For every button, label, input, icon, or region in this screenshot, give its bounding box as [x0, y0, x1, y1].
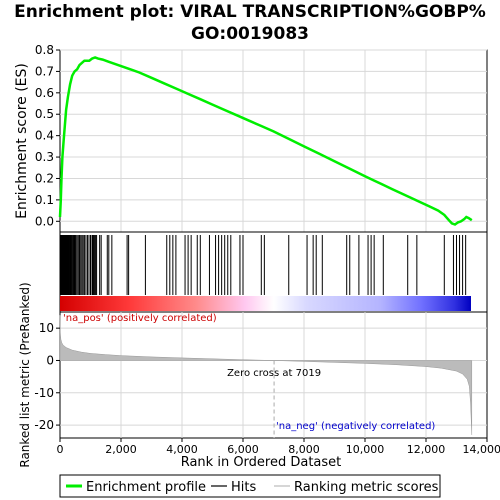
ranked-metric-panel: 10 0 -10 -20 Zero cross at 7019 'na_pos' (p… — [18, 282, 500, 470]
es-y-tick-label: 0.8 — [35, 43, 54, 57]
es-y-tick-label: 0.2 — [35, 171, 54, 185]
es-y-tick-label: 0.7 — [35, 64, 54, 78]
es-y-tick-label: 0.3 — [35, 150, 54, 164]
legend: Enrichment profile Hits Ranking metric sco… — [59, 474, 441, 498]
legend-frame — [59, 474, 441, 498]
es-panel-frame — [59, 49, 488, 233]
x-tick-label: 0 — [57, 443, 64, 456]
hit-lines — [59, 235, 467, 295]
es-y-tick-label: 0.6 — [35, 86, 54, 100]
metric-panel-frame — [59, 311, 488, 439]
es-y-tick-label: 0.0 — [35, 214, 54, 228]
x-tick-label: 4,000 — [166, 443, 198, 456]
x-tick-label: 12,000 — [407, 443, 446, 456]
chart-title-line1: Enrichment plot: VIRAL TRANSCRIPTION%GOB… — [14, 2, 486, 22]
legend-label: Hits — [231, 480, 256, 495]
legend-label: Ranking metric scores — [294, 480, 439, 495]
es-y-tick-label: 0.4 — [35, 129, 54, 143]
metric-y-ticks: 10 0 -10 -20 — [34, 321, 60, 432]
legend-label: Enrichment profile — [86, 480, 206, 495]
enrichment-profile-line — [58, 56, 473, 226]
metric-y-tick-label: -10 — [34, 386, 54, 400]
hits-panel — [59, 231, 488, 313]
x-tick-label: 2,000 — [105, 443, 137, 456]
es-y-axis-label: Enrichment score (ES) — [14, 63, 30, 219]
metric-y-tick-label: 10 — [39, 321, 54, 335]
metric-y-axis-label: Ranked list metric (PreRanked) — [18, 282, 32, 467]
neg-correlated-label: 'na_neg' (negatively correlated) — [276, 421, 435, 432]
x-tick-label: 8,000 — [288, 443, 320, 456]
enrichment-score-panel: 0.0 0.1 0.2 0.3 0.4 0.5 0.6 0.7 0.8 Enrichment s… — [14, 43, 488, 233]
pos-correlated-label: 'na_pos' (positively correlated) — [63, 313, 217, 324]
x-tick-label: 10,000 — [346, 443, 385, 456]
es-y-ticks: 0.0 0.1 0.2 0.3 0.4 0.5 0.6 0.7 0.8 — [35, 43, 60, 228]
ranking-metric-area — [59, 315, 473, 435]
x-axis-ticks: 0 2,000 4,000 6,000 8,000 10,000 12,000 14,000 — [57, 438, 500, 456]
rank-color-bar — [60, 296, 471, 311]
x-axis-label: Rank in Ordered Dataset — [181, 455, 342, 470]
x-tick-label: 6,000 — [227, 443, 259, 456]
metric-y-tick-label: 0 — [46, 353, 54, 367]
metric-y-tick-label: -20 — [34, 418, 54, 432]
x-tick-label: 14,000 — [463, 443, 500, 456]
es-gridlines — [60, 49, 487, 232]
zero-cross-label: Zero cross at 7019 — [227, 368, 321, 379]
es-y-tick-label: 0.1 — [35, 193, 54, 207]
chart-title-line2: GO:0019083 — [191, 24, 309, 44]
es-y-tick-label: 0.5 — [35, 107, 54, 121]
